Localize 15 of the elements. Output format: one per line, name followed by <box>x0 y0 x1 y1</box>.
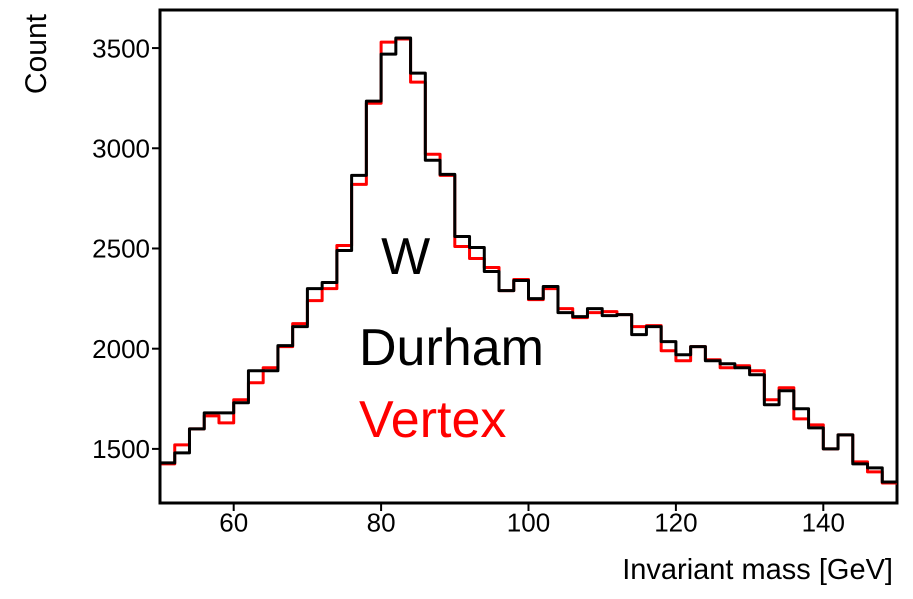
series-label: Durham <box>358 318 544 377</box>
y-tick-label: 3500 <box>92 33 150 64</box>
y-tick-label: 1500 <box>92 434 150 464</box>
x-axis-title: Invariant mass [GeV] <box>622 554 893 586</box>
x-tick-label: 60 <box>219 507 248 538</box>
x-tick-label: 100 <box>506 507 550 538</box>
y-tick-label: 2500 <box>92 234 150 264</box>
y-tick-label: 3000 <box>92 134 150 164</box>
y-axis-title: Count <box>20 13 53 94</box>
x-tick-label: 120 <box>654 507 698 538</box>
annotation: W <box>381 228 430 286</box>
x-tick-label: 80 <box>366 507 396 538</box>
y-tick-label: 2000 <box>92 334 150 364</box>
x-tick-label: 140 <box>802 507 845 538</box>
series-label: Vertex <box>358 390 506 449</box>
